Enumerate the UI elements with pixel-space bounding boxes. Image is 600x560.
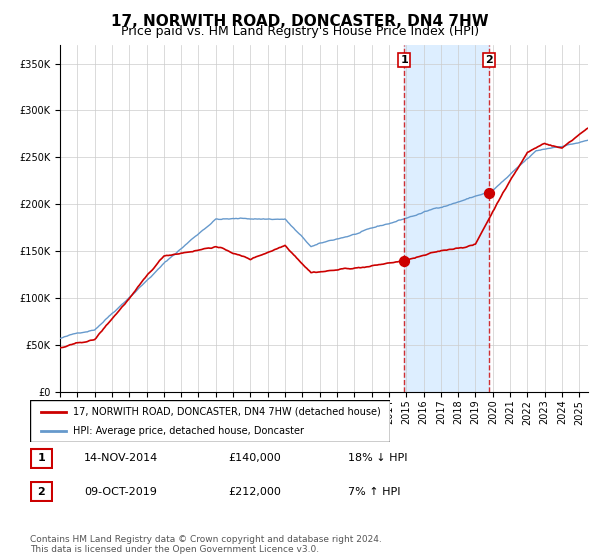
Text: 18% ↓ HPI: 18% ↓ HPI <box>348 453 407 463</box>
Text: 2: 2 <box>38 487 45 497</box>
Text: Price paid vs. HM Land Registry's House Price Index (HPI): Price paid vs. HM Land Registry's House … <box>121 25 479 38</box>
FancyBboxPatch shape <box>30 400 390 442</box>
FancyBboxPatch shape <box>31 449 52 468</box>
Text: £212,000: £212,000 <box>228 487 281 497</box>
FancyBboxPatch shape <box>31 482 52 501</box>
Text: 2: 2 <box>485 55 493 65</box>
Text: 09-OCT-2019: 09-OCT-2019 <box>84 487 157 497</box>
Text: 1: 1 <box>400 55 408 65</box>
Text: HPI: Average price, detached house, Doncaster: HPI: Average price, detached house, Donc… <box>73 426 304 436</box>
Text: £140,000: £140,000 <box>228 453 281 463</box>
Text: 1: 1 <box>38 453 45 463</box>
Text: 14-NOV-2014: 14-NOV-2014 <box>84 453 158 463</box>
Point <box>484 189 494 198</box>
Text: 17, NORWITH ROAD, DONCASTER, DN4 7HW (detached house): 17, NORWITH ROAD, DONCASTER, DN4 7HW (de… <box>73 407 381 417</box>
Point <box>399 256 409 265</box>
Bar <box>404 45 489 392</box>
Text: 17, NORWITH ROAD, DONCASTER, DN4 7HW: 17, NORWITH ROAD, DONCASTER, DN4 7HW <box>111 14 489 29</box>
Text: Contains HM Land Registry data © Crown copyright and database right 2024.
This d: Contains HM Land Registry data © Crown c… <box>30 535 382 554</box>
Text: 7% ↑ HPI: 7% ↑ HPI <box>348 487 401 497</box>
